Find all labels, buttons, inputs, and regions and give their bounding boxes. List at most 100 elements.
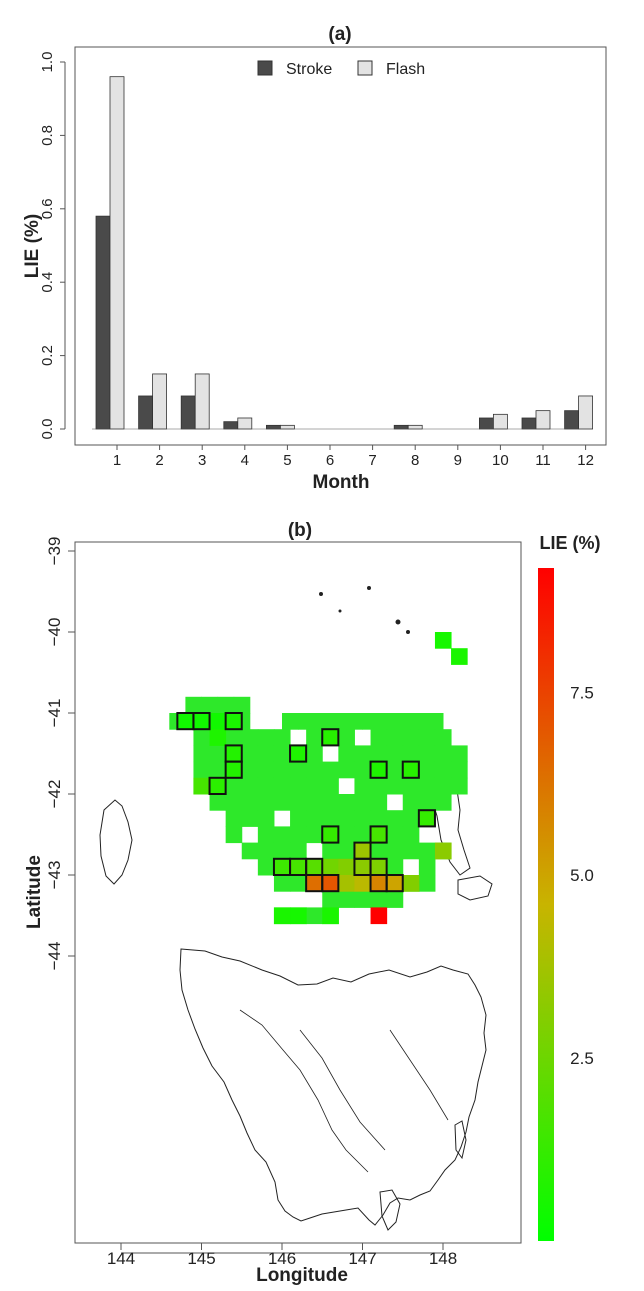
grid-cell-value (451, 648, 468, 665)
highlighted-cell (401, 760, 420, 779)
y-tick-label: 0.2 (39, 345, 56, 366)
grid-cell (257, 842, 275, 860)
bar-stroke-10 (478, 417, 494, 430)
grid-cell-value (225, 713, 243, 730)
grid-cell (257, 826, 275, 844)
lie-grid-cells (169, 632, 468, 925)
king-island-outline (99, 799, 133, 885)
bar-chart-plot-frame (74, 46, 607, 446)
grid-cell-value (370, 858, 388, 876)
highlighted-cell (224, 760, 243, 779)
grid-cell (273, 875, 291, 892)
bar-flash-4 (237, 417, 253, 430)
colorbar-tick-label: 2.5 (570, 1049, 594, 1068)
grid-cell (418, 875, 436, 892)
x-tick-label: 1 (113, 452, 121, 469)
grid-cell (338, 826, 355, 844)
grid-cell-value (434, 842, 452, 860)
highlighted-grid-cells (176, 712, 436, 893)
x-tick-label: 144 (107, 1249, 135, 1268)
grid-cell (386, 745, 404, 763)
grid-cell (185, 696, 202, 714)
bar-chart-title: (a) (328, 24, 351, 45)
cape-barren-island-outline (457, 875, 493, 901)
grid-cell (386, 810, 404, 827)
y-tick-label: −44 (45, 942, 64, 971)
grid-cell-value (193, 713, 211, 730)
x-tick-label: 146 (268, 1249, 296, 1268)
grid-cell (346, 713, 363, 730)
grid-cell (257, 761, 275, 779)
grid-cell-value (322, 907, 339, 925)
lie-colorbar: LIE (%) 2.5 5.0 7.5 (538, 533, 601, 1241)
tasmania-mainland-outline (179, 948, 487, 1226)
grid-cell (402, 729, 420, 746)
grid-cell (338, 729, 355, 746)
grid-cell (386, 891, 404, 908)
grid-cell (282, 713, 299, 730)
grid-cell (434, 745, 452, 763)
grid-cell (354, 794, 372, 811)
y-tick-label: 1.0 (39, 52, 56, 73)
bar-flash-5 (279, 424, 295, 430)
grid-cell (370, 891, 388, 908)
grid-cell (273, 729, 291, 746)
grid-cell (290, 761, 307, 779)
grid-cell (386, 858, 404, 876)
grid-cell (273, 826, 291, 844)
grid-cell (370, 794, 388, 811)
grid-cell (402, 842, 420, 860)
grid-cell (338, 761, 355, 779)
grid-cell (306, 794, 323, 811)
grid-cell-value (322, 858, 339, 876)
bar-chart-x-axis: 1 2 3 4 5 6 7 8 9 10 11 12 (113, 445, 594, 469)
highlighted-cell (321, 728, 340, 747)
grid-cell (386, 842, 404, 860)
y-tick-label: 0.4 (39, 272, 56, 293)
map-plot-frame (74, 541, 522, 1244)
grid-cell (298, 713, 315, 730)
grid-cell (314, 713, 331, 730)
bar-flash-3 (194, 373, 210, 430)
grid-cell (418, 777, 436, 795)
bar-chart-y-axis: 0.0 0.2 0.4 0.6 0.8 1.0 (39, 52, 66, 439)
grid-cell-value (402, 761, 420, 779)
small-island-dot (319, 592, 323, 596)
colorbar-gradient (538, 568, 554, 1241)
grid-cell (290, 875, 307, 892)
y-tick-label: 0.8 (39, 125, 56, 146)
grid-cell (322, 777, 339, 795)
small-island-dot (395, 619, 401, 625)
grid-cell (418, 729, 436, 746)
grid-cell-value (290, 745, 307, 763)
grid-cell (257, 729, 275, 746)
grid-cell (338, 794, 355, 811)
grid-cell (322, 891, 339, 908)
x-tick-label: 12 (577, 452, 594, 469)
bruny-island-outline (379, 1189, 401, 1231)
grid-cell (338, 842, 355, 860)
grid-cell (273, 794, 291, 811)
highlighted-cell (369, 825, 388, 844)
legend-label-flash: Flash (386, 61, 425, 78)
grid-cell-value (386, 875, 404, 892)
grid-cell-value (225, 745, 243, 763)
bar-stroke-4 (223, 421, 239, 430)
grid-cell (241, 761, 259, 779)
y-tick-label: −41 (45, 699, 64, 728)
x-tick-label: 10 (492, 452, 509, 469)
highlighted-cell (417, 809, 436, 828)
x-tick-label: 147 (348, 1249, 376, 1268)
grid-cell-value (370, 907, 388, 925)
highlighted-cell (192, 712, 211, 731)
grid-cell (225, 794, 243, 811)
grid-cell (225, 826, 243, 844)
grid-cell (418, 842, 436, 860)
grid-cell-value (209, 777, 227, 795)
grid-cell (209, 745, 227, 763)
grid-cell (322, 842, 339, 860)
grid-cell (273, 777, 291, 795)
grid-cell (354, 745, 372, 763)
grid-cell (386, 729, 404, 746)
grid-cell (418, 745, 436, 763)
